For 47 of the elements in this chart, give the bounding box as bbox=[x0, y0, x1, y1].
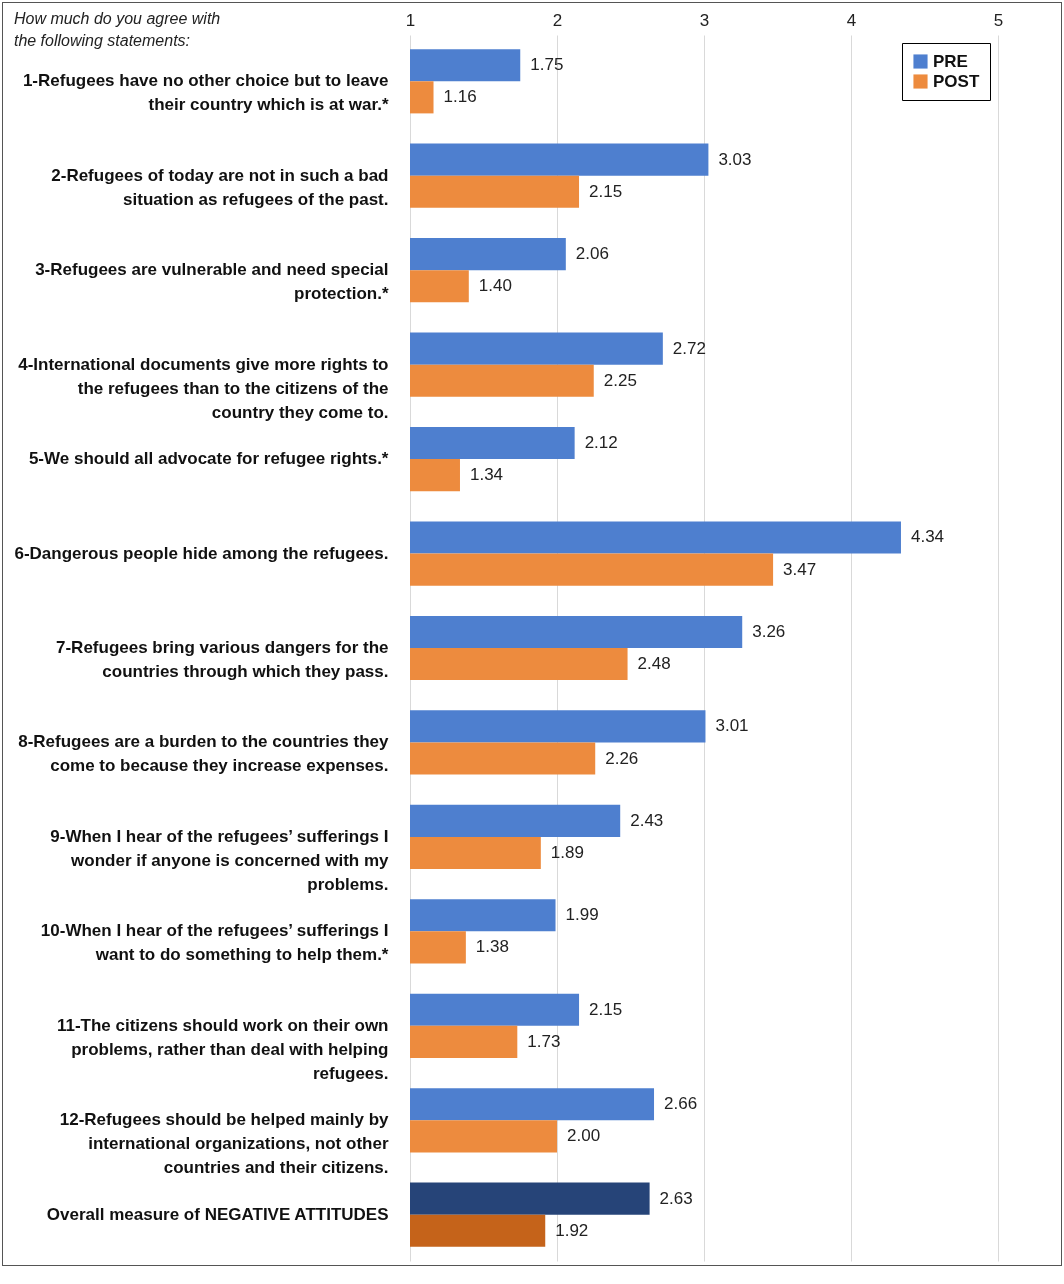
y-tick-label: 12-Refugees should be helped mainly by international organizations, not other countries and their citizens. bbox=[59, 1110, 390, 1178]
x-tick-label: 2 bbox=[552, 10, 563, 30]
data-label: 2.25 bbox=[603, 370, 637, 390]
text: How much do you agree with the following statements: bbox=[13, 10, 221, 49]
data-label: 1.34 bbox=[469, 465, 504, 485]
y-tick-label: Overall measure of NEGATIVE ATTITUDES bbox=[46, 1204, 389, 1224]
y-tick-label: 6-Dangerous people hide among the refugees. bbox=[14, 543, 389, 563]
data-label: 1.38 bbox=[475, 937, 509, 957]
data-label: 1.92 bbox=[555, 1220, 589, 1240]
y-tick-label: 8-Refugees are a burden to the countries they come to because they increase expenses. bbox=[18, 732, 390, 776]
data-label: 3.03 bbox=[718, 149, 752, 169]
data-label: 2.15 bbox=[589, 181, 623, 201]
data-label: 1.89 bbox=[550, 842, 584, 862]
x-tick-label: 5 bbox=[993, 10, 1004, 30]
data-label: 3.26 bbox=[752, 621, 786, 641]
data-label: 2.43 bbox=[630, 810, 664, 830]
data-label: 2.66 bbox=[664, 1094, 698, 1114]
data-label: 2.15 bbox=[589, 999, 623, 1019]
x-tick-label: 4 bbox=[846, 10, 857, 30]
y-tick-label: 10-When I hear of the refugees’ sufferings I want to do something to help them.* bbox=[40, 921, 389, 965]
data-label: 2.26 bbox=[605, 748, 639, 768]
data-label: 2.12 bbox=[584, 433, 618, 453]
y-tick-label: 4-International documents give more rights to the refugees than to the citizens of the country they come to. bbox=[18, 354, 389, 422]
x-tick-label: 1 bbox=[405, 10, 416, 30]
legend-label: POST bbox=[933, 71, 980, 91]
y-tick-label: 3-Refugees are vulnerable and need special protection.* bbox=[35, 260, 389, 304]
data-label: 3.47 bbox=[783, 559, 817, 579]
legend-label: PRE bbox=[933, 51, 968, 71]
data-label: 4.34 bbox=[910, 527, 945, 547]
y-tick-label: 9-When I hear of the refugees’ sufferings I wonder if anyone is concerned with my problems. bbox=[50, 826, 390, 894]
data-label: 2.00 bbox=[567, 1126, 601, 1146]
data-label: 1.40 bbox=[478, 276, 512, 296]
data-label: 2.06 bbox=[575, 244, 609, 264]
data-label: 2.63 bbox=[659, 1188, 693, 1208]
data-label: 1.73 bbox=[527, 1031, 561, 1051]
data-label: 1.99 bbox=[565, 905, 599, 925]
data-label: 2.48 bbox=[637, 654, 671, 674]
data-label: 3.01 bbox=[715, 716, 749, 736]
y-tick-label: 11-The citizens should work on their own problems, rather than deal with helping refugees. bbox=[56, 1015, 389, 1083]
x-tick-label: 3 bbox=[699, 10, 710, 30]
y-tick-label: 2-Refugees of today are not in such a bad situation as refugees of the past. bbox=[51, 165, 389, 209]
y-tick-label: 5-We should all advocate for refugee rights.* bbox=[28, 449, 389, 469]
data-label: 1.16 bbox=[443, 87, 477, 107]
y-tick-label: 1-Refugees have no other choice but to leave their country which is at war.* bbox=[22, 71, 389, 115]
y-tick-label: 7-Refugees bring various dangers for the countries through which they pass. bbox=[55, 638, 389, 681]
data-label: 2.72 bbox=[672, 338, 706, 358]
data-label: 1.75 bbox=[530, 55, 564, 75]
